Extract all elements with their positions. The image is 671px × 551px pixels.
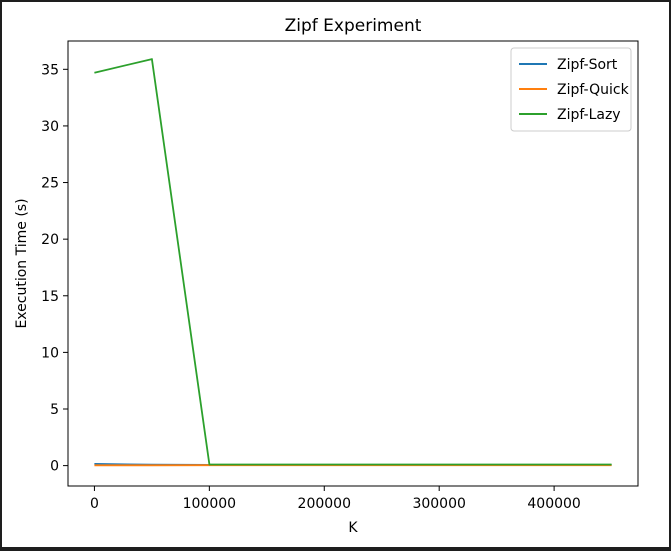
- x-tick-label: 0: [90, 496, 99, 512]
- axes-frame: [67, 40, 639, 487]
- y-tick-label: 5: [50, 402, 59, 418]
- x-axis-ticks: 0 100000 200000 300000 400000: [90, 486, 581, 512]
- y-tick-label: 0: [50, 459, 59, 475]
- y-tick-label: 25: [41, 176, 59, 192]
- x-tick-label: 400000: [527, 496, 580, 512]
- legend-label-zipf-lazy: Zipf-Lazy: [557, 107, 621, 123]
- y-tick-label: 10: [41, 345, 59, 361]
- y-axis-label: Execution Time (s): [14, 198, 30, 328]
- x-tick-label: 100000: [183, 496, 236, 512]
- x-tick-label: 200000: [298, 496, 351, 512]
- y-tick-label: 20: [41, 232, 59, 248]
- y-tick-label: 30: [41, 119, 59, 135]
- legend: Zipf-Sort Zipf-Quick Zipf-Lazy: [510, 47, 632, 132]
- y-axis-ticks: 0 5 10 15 20 25 30 35: [41, 62, 68, 475]
- x-axis-label: K: [348, 520, 358, 536]
- legend-label-zipf-sort: Zipf-Sort: [557, 57, 618, 73]
- legend-box: [510, 47, 632, 132]
- chart-title: Zipf Experiment: [285, 16, 422, 36]
- legend-label-zipf-quick: Zipf-Quick: [557, 82, 630, 98]
- y-tick-label: 15: [41, 289, 59, 305]
- series-layer: [94, 58, 612, 467]
- x-tick-label: 300000: [412, 496, 465, 512]
- y-tick-label: 35: [41, 62, 59, 78]
- series-line-zipf-lazy: [94, 58, 612, 466]
